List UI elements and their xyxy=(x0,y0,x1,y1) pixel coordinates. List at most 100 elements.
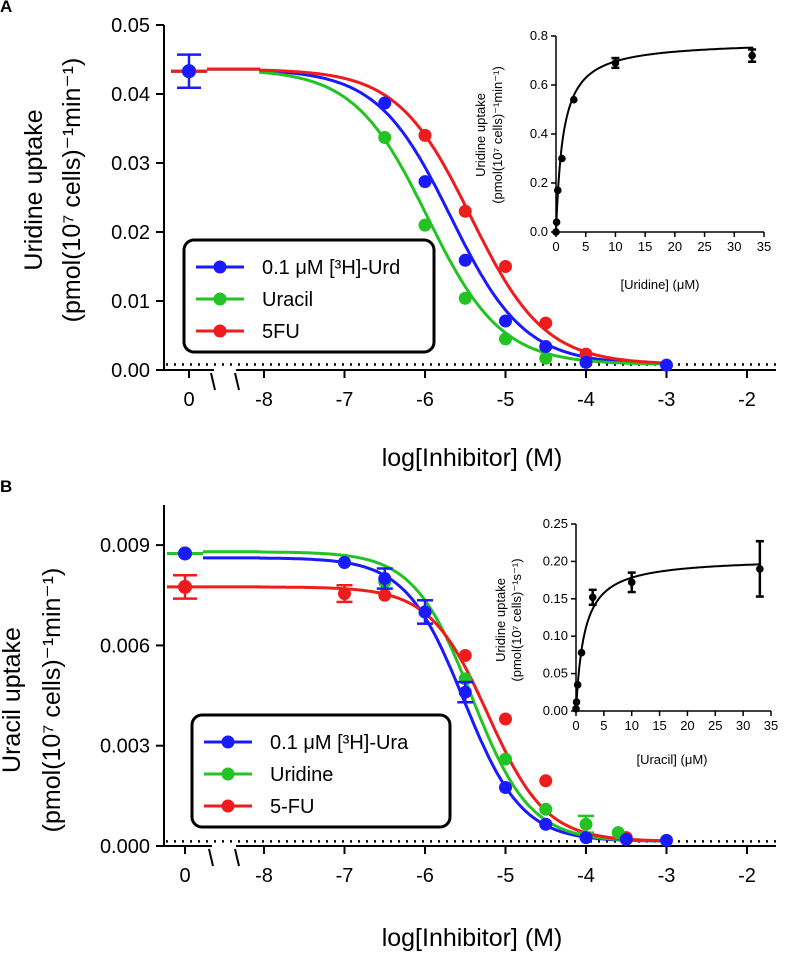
panel-b-y-tick-label: 0.003 xyxy=(100,736,150,758)
panel-b-x-tick-label: -7 xyxy=(336,865,354,887)
panel-a-data-point-0 xyxy=(579,355,593,369)
panel-b-inset-x-tick-label: 5 xyxy=(600,718,607,733)
panel-a-x-tick-label: -2 xyxy=(738,389,756,411)
panel-a-legend-box xyxy=(182,238,436,354)
panel-a-y-tick-label: 0.03 xyxy=(111,153,150,175)
panel-b-inset-data-point xyxy=(577,648,586,657)
panel-b-data-point-2 xyxy=(539,774,553,788)
panel-b-control-point-2 xyxy=(178,579,192,594)
panel-a-legend-label-2: 5FU xyxy=(262,321,300,343)
panel-b-data-point-0 xyxy=(579,831,593,845)
panel-b-inset-x-tick-label: 20 xyxy=(680,718,694,733)
panel-a-inset-x-tick-label: 0 xyxy=(552,239,559,254)
panel-a-inset-x-tick-label: 20 xyxy=(668,239,682,254)
panel-b-data-point-1 xyxy=(579,817,593,831)
panel-b-data-point-2 xyxy=(338,587,351,601)
panel-a-inset: Uridine uptake (pmol(10⁷ cells)⁻¹min⁻¹) … xyxy=(473,28,771,292)
panel-a-inset-data-point xyxy=(552,218,561,226)
panel-a-data-point-2 xyxy=(458,204,472,218)
panel-b-data-point-2 xyxy=(458,648,472,662)
panel-a-y-label-line2: (pmol(10⁷ cells)⁻¹min⁻¹) xyxy=(58,58,86,323)
panel-b-inset-y-tick-label: 0.25 xyxy=(543,516,568,531)
panel-a-inset-fit-curve xyxy=(555,46,754,233)
panel-b-inset-y-tick-label: 0.00 xyxy=(543,703,568,718)
panel-a-inset-x-tick-label: 5 xyxy=(582,239,589,254)
panel-b-legend-marker-2 xyxy=(221,799,235,813)
panel-b-axis-break xyxy=(234,848,240,867)
panel-a-legend-marker-1 xyxy=(213,292,227,306)
panel-b-x-tick-label: -8 xyxy=(255,865,273,887)
panel-b-data-point-0 xyxy=(619,832,633,846)
panel-a-inset-data-point xyxy=(553,186,562,195)
panel-b-y-label-line2: (pmol(10⁷ cells)⁻¹min⁻¹) xyxy=(38,568,66,833)
panel-a-legend-label-0: 0.1 μM [³H]-Urd xyxy=(262,257,400,279)
panel-b-y-label-line1: Uracil uptake xyxy=(0,627,26,773)
panel-a-x-tick-label: -6 xyxy=(416,389,434,411)
panel-a-inset-data-point xyxy=(558,154,566,163)
panel-b-inset-y-tick-label: 0.20 xyxy=(543,553,568,568)
panel-b-inset-x-label: [Uracil] (μM) xyxy=(636,752,707,767)
panel-b-control-point-0 xyxy=(178,546,192,561)
panel-a-data-point-0 xyxy=(418,175,432,189)
panel-a-axis-break xyxy=(234,372,240,391)
panel-a-inset-x-tick-label: 30 xyxy=(727,239,741,254)
panel-a-inset-y-tick-label: 0.8 xyxy=(530,28,548,43)
panel-a-data-point-1 xyxy=(499,332,512,346)
panel-a-y-tick-label: 0.04 xyxy=(111,84,150,106)
panel-a-data-point-2 xyxy=(499,260,512,273)
panel-a-plot: 0.000.010.020.030.040.050 -8 -7 -6 -5 -4 -3 -20… xyxy=(111,15,776,411)
panel-b-data-point-0 xyxy=(338,556,351,570)
panel-a-fit-curve-1 xyxy=(259,70,667,366)
panel-b-legend-label-1: Uridine xyxy=(270,764,333,786)
panel-a-legend-marker-2 xyxy=(213,324,227,338)
panel-a-data-point-1 xyxy=(539,351,553,365)
panel-a-x-tick-label: -7 xyxy=(336,389,354,411)
panel-b-data-point-2 xyxy=(499,712,512,726)
panel-b-inset-data-point xyxy=(627,578,636,587)
panel-b-y-tick-label: 0.009 xyxy=(100,535,150,557)
panel-b-data-point-0 xyxy=(378,572,392,586)
panel-a-legend-marker-0 xyxy=(213,260,227,274)
panel-b-label: B xyxy=(0,477,12,496)
panel-a-legend-label-1: Uracil xyxy=(262,289,313,311)
panel-a-fit-curve-2 xyxy=(259,68,667,365)
panel-b-data-point-2 xyxy=(378,588,392,602)
panel-a-data-point-0 xyxy=(458,253,472,267)
panel-b-x-tick-label: -2 xyxy=(738,865,756,887)
panel-a-legend: 0.1 μM [³H]-Urd Uracil 5FU xyxy=(182,238,436,354)
panel-b-inset-y-label-line2: (pmol(10⁷ cells)⁻¹s⁻¹) xyxy=(509,558,524,681)
panel-b-x-tick-label: -3 xyxy=(658,865,676,887)
panel-a-y-label-line1: Uridine uptake xyxy=(20,109,48,270)
panel-b-legend-label-2: 5-FU xyxy=(270,796,314,818)
panel-a-data-point-0 xyxy=(499,314,512,328)
panel-b-inset-y-tick-label: 0.10 xyxy=(543,628,568,643)
panel-a-label: A xyxy=(0,0,12,16)
panel-b-inset-data-point xyxy=(588,593,597,602)
panel-b-inset: Uridine uptake (pmol(10⁷ cells)⁻¹s⁻¹) [U… xyxy=(493,516,778,767)
panel-a-inset-x-tick-label: 15 xyxy=(638,239,652,254)
panel-a-inset-y-tick-label: 0.0 xyxy=(530,224,548,239)
panel-b-legend-label-0: 0.1 μM [³H]-Ura xyxy=(270,732,409,754)
panel-b-data-point-0 xyxy=(539,817,553,831)
panel-b-inset-data-point xyxy=(572,704,580,713)
panel-b-y-tick-label: 0.000 xyxy=(100,836,150,858)
panel-a-data-point-1 xyxy=(378,130,392,144)
panel-b-inset-fit-curve xyxy=(575,563,761,712)
panel-b-inset-data-point xyxy=(573,681,582,689)
panel-a-control-point-0 xyxy=(182,64,196,79)
panel-a-inset-y-label-line2: (pmol(10⁷ cells)⁻¹min⁻¹) xyxy=(490,66,505,204)
panel-a-data-point-0 xyxy=(378,96,392,110)
panel-a-x-tick-label: -8 xyxy=(255,389,273,411)
panel-b-data-point-0 xyxy=(418,605,432,619)
panel-a-y-tick-label: 0.02 xyxy=(111,222,150,244)
panel-b-legend-box xyxy=(190,713,452,829)
panel-a-x-tick-label: -3 xyxy=(658,389,676,411)
panel-b-inset-x-tick-label: 10 xyxy=(624,718,638,733)
panel-a-inset-data-point xyxy=(611,59,620,67)
panel-a-data-point-2 xyxy=(539,316,553,330)
panel-a-inset-y-tick-label: 0.2 xyxy=(530,175,548,190)
panel-b-legend-marker-0 xyxy=(221,735,235,749)
panel-a-inset-y-tick-label: 0.6 xyxy=(530,77,548,92)
panel-b-inset-x-tick-label: 30 xyxy=(736,718,750,733)
